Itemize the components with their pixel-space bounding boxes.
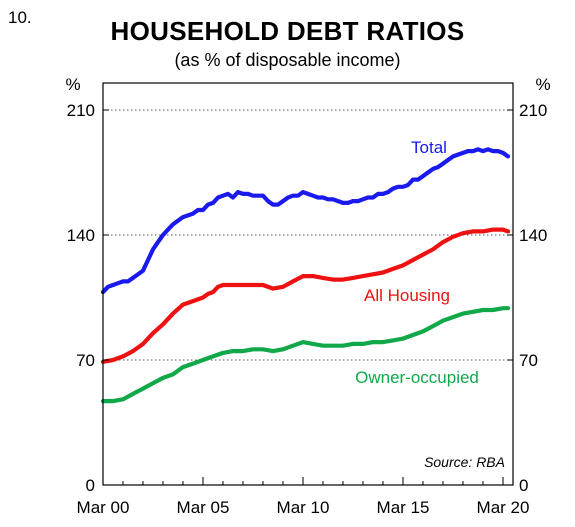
x-tick-label-mar-05: Mar 05	[177, 498, 230, 517]
x-tick-labels: Mar 00 Mar 05 Mar 10 Mar 15 Mar 20	[77, 498, 530, 517]
x-tick-label-mar-10: Mar 10	[277, 498, 330, 517]
series-label-owner-occupied: Owner-occupied	[355, 368, 479, 387]
x-tick-label-mar-20: Mar 20	[477, 498, 530, 517]
x-tick-label-mar-15: Mar 15	[377, 498, 430, 517]
y-tick-label-right-70: 70	[519, 351, 538, 370]
series-line-all-housing	[100, 227, 511, 364]
x-tick-label-mar-00: Mar 00	[77, 498, 130, 517]
series-line-total	[100, 147, 511, 295]
y-tick-label-right-140: 140	[519, 226, 547, 245]
figure-number: 10.	[8, 8, 32, 27]
y-unit-right: %	[535, 75, 550, 94]
series-labels: Total All Housing Owner-occupied	[355, 138, 479, 387]
series-line-owner-occupied	[100, 306, 511, 404]
chart-subtitle: (as % of disposable income)	[174, 50, 401, 70]
plot-frame	[102, 82, 514, 486]
series-label-total: Total	[411, 138, 447, 157]
y-tick-label-left-140: 140	[67, 226, 95, 245]
source-note: Source: RBA	[424, 454, 505, 470]
y-unit-left: %	[65, 75, 80, 94]
y-tick-label-right-210: 210	[519, 101, 547, 120]
plot-border	[102, 82, 514, 486]
y-tick-labels: 0 0 70 70 140 140 210 210	[67, 101, 548, 495]
y-tick-label-left-210: 210	[67, 101, 95, 120]
y-tick-label-left-0: 0	[86, 476, 95, 495]
gridlines	[103, 109, 513, 361]
series-label-all-housing: All Housing	[364, 286, 450, 305]
series-lines	[100, 147, 511, 404]
y-tick-label-right-0: 0	[519, 476, 528, 495]
chart-title: HOUSEHOLD DEBT RATIOS	[110, 16, 465, 46]
y-tick-label-left-70: 70	[76, 351, 95, 370]
